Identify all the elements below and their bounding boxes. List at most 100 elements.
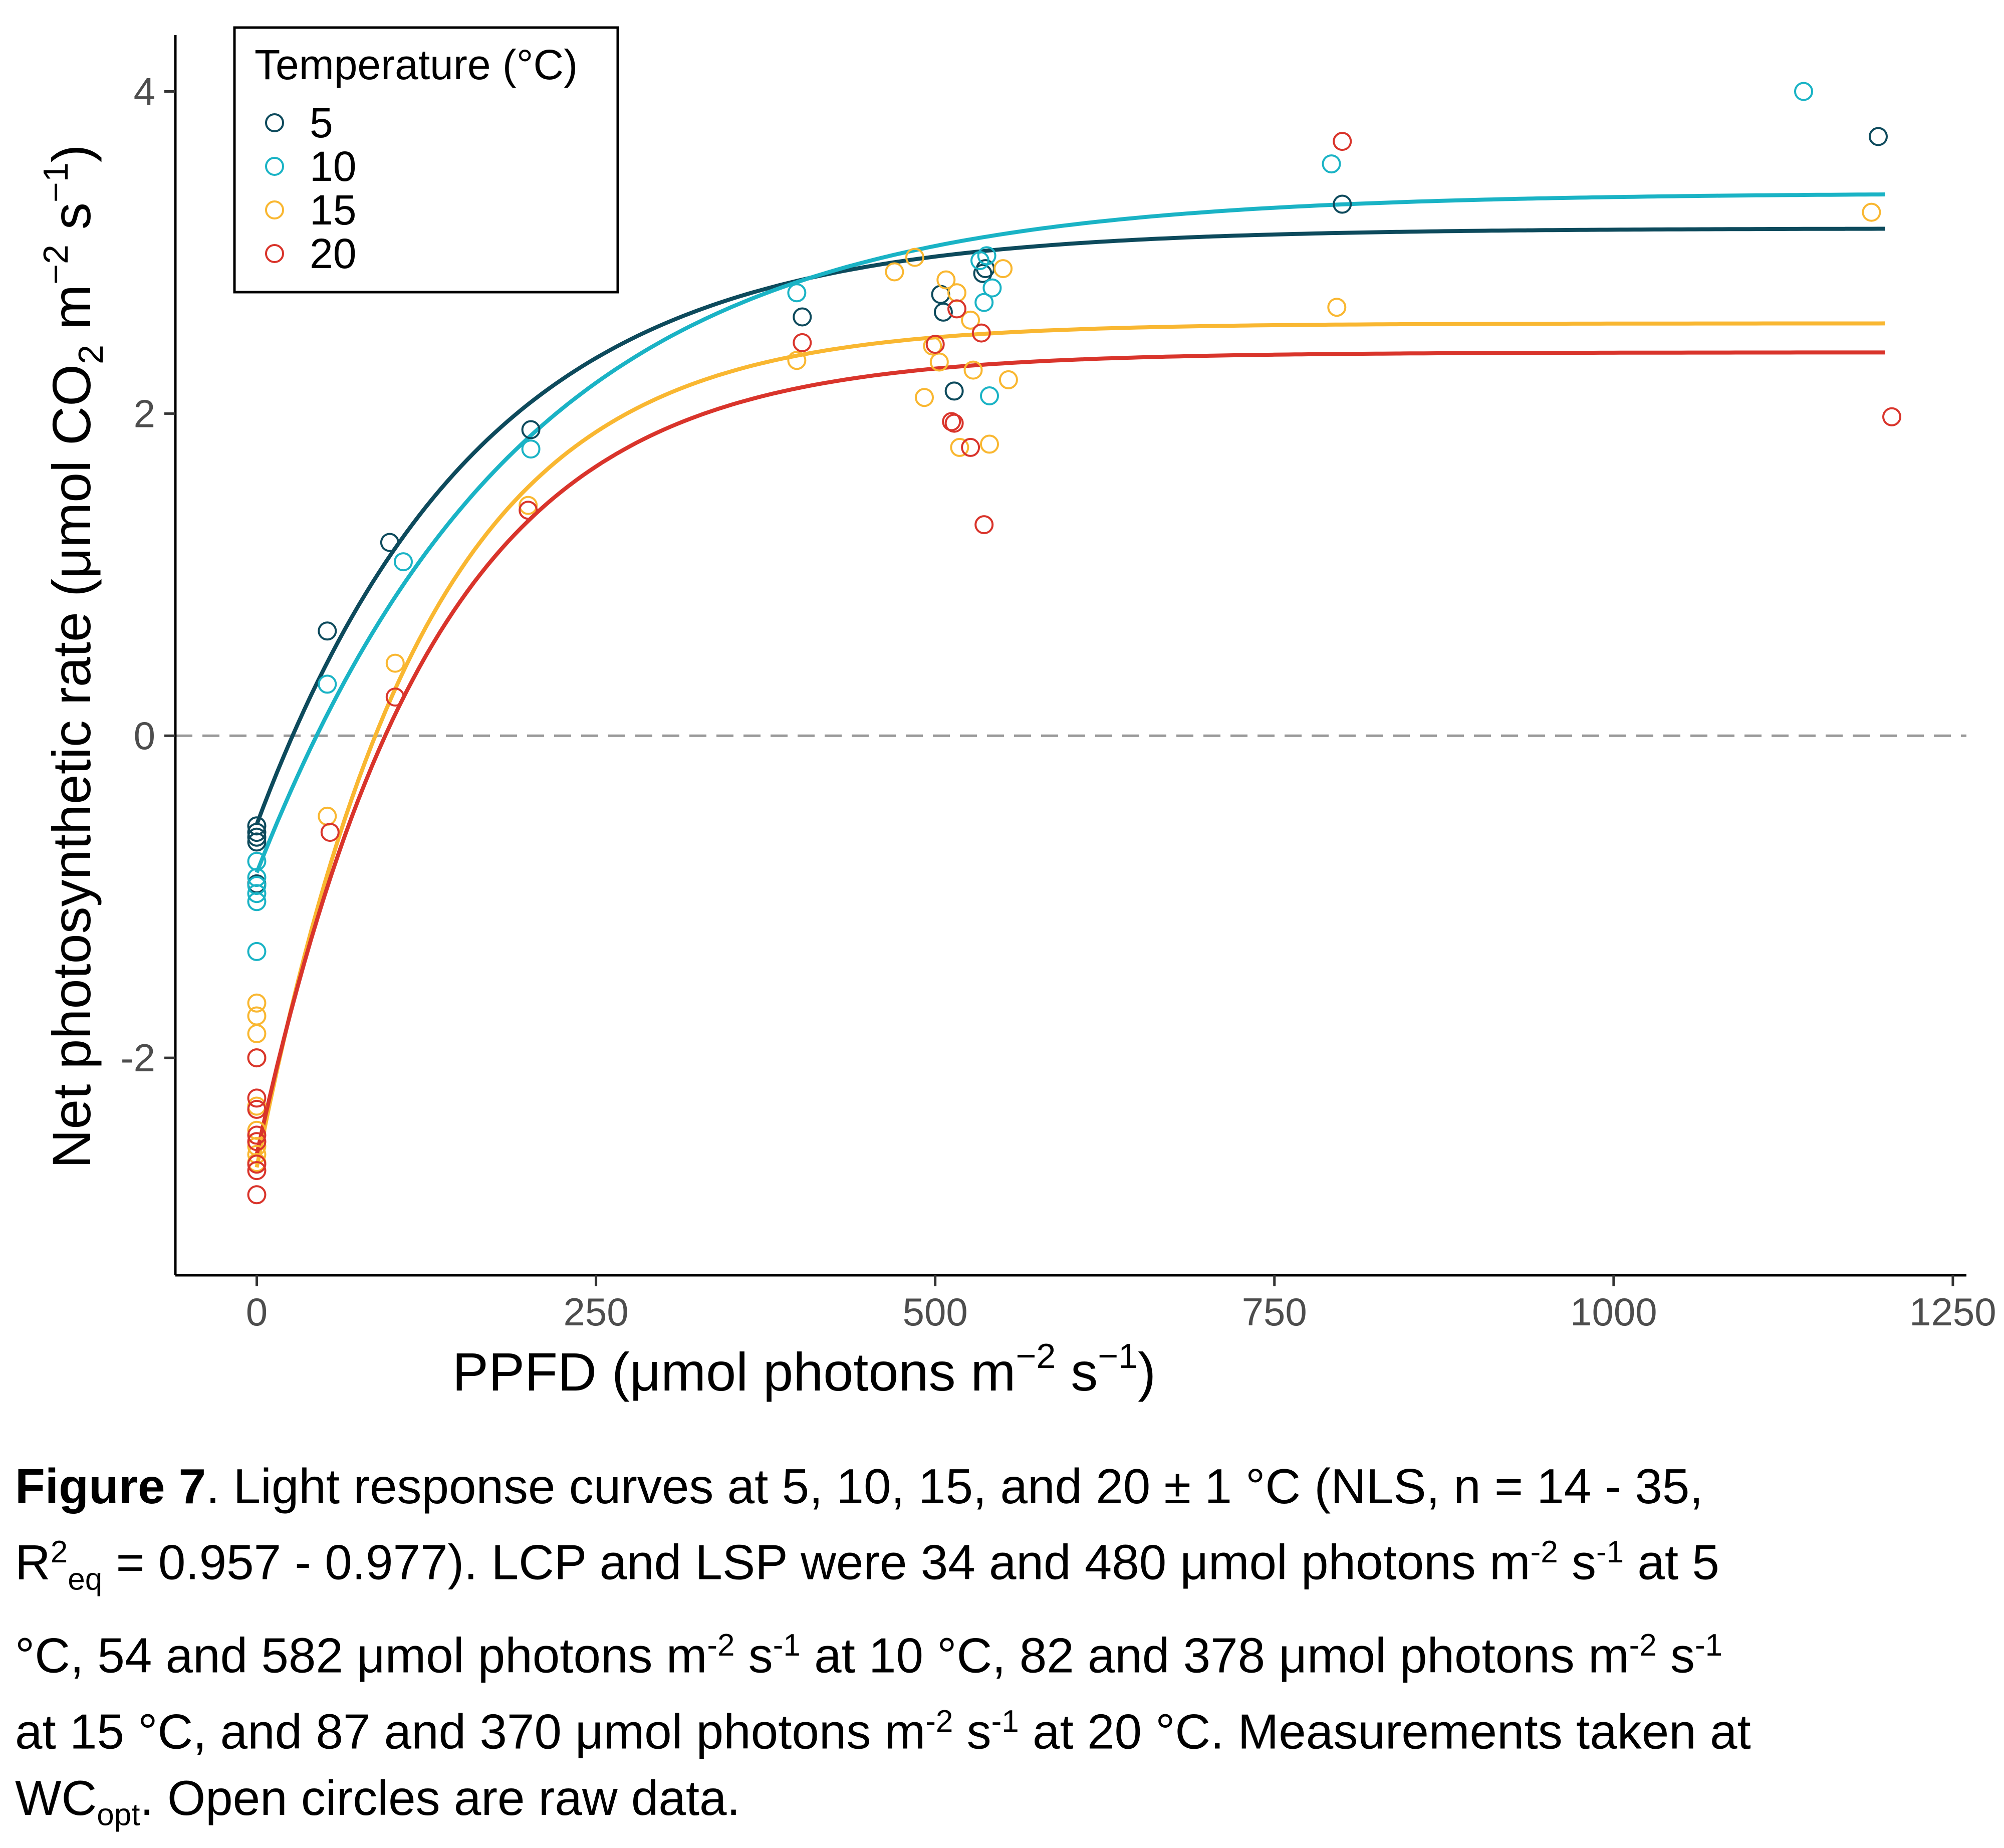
caption-line-2: R2eq = 0.957 - 0.977). LCP and LSP were … <box>15 1534 1719 1597</box>
fit-curves <box>255 192 1885 1168</box>
data-point-15 <box>1327 298 1347 317</box>
data-point-20 <box>247 1099 267 1119</box>
data-point-15 <box>980 434 999 454</box>
fit-curve-15 <box>255 321 1885 1168</box>
data-point-15 <box>950 437 969 457</box>
data-point-5 <box>944 381 964 401</box>
y-axis-title: Net photosynthetic rate (μmol CO2 m−2 s−… <box>36 144 110 1168</box>
data-point-20 <box>925 335 945 354</box>
x-axis-title: PPFD (μmol photons m−2 s−1) <box>452 1336 1156 1402</box>
fit-curve-5 <box>255 226 1885 825</box>
x-tick-label: 1250 <box>1909 1290 1996 1334</box>
data-point-5 <box>247 832 267 852</box>
data-point-20 <box>944 413 964 433</box>
y-tick-label: 2 <box>134 391 155 435</box>
data-point-10 <box>247 884 267 903</box>
data-point-20 <box>947 299 966 319</box>
data-point-15 <box>947 283 966 303</box>
legend-box <box>233 26 619 294</box>
x-tick-label: 750 <box>1242 1290 1307 1334</box>
data-point-10 <box>394 552 413 572</box>
caption-line-1: Figure 7. Light response curves at 5, 10… <box>15 1459 1703 1514</box>
data-point-5 <box>247 823 267 842</box>
raw-data-points <box>247 82 1901 1205</box>
data-point-10 <box>977 246 996 266</box>
data-point-15 <box>998 370 1018 389</box>
legend-marker-20 <box>265 244 284 263</box>
data-point-10 <box>318 674 337 694</box>
data-point-15 <box>247 1006 267 1026</box>
data-point-5 <box>380 533 399 552</box>
data-point-20 <box>793 333 812 352</box>
data-point-20 <box>971 323 991 343</box>
x-tick-label: 500 <box>903 1290 968 1334</box>
data-point-20 <box>519 501 538 520</box>
data-point-10 <box>974 293 994 312</box>
legend-label-20: 20 <box>310 230 356 277</box>
legend-title: Temperature (°C) <box>255 41 578 88</box>
data-point-20 <box>942 412 961 431</box>
data-point-5 <box>1869 127 1888 146</box>
fit-curve-20 <box>255 350 1885 1155</box>
data-point-5 <box>1333 194 1352 214</box>
x-tick-label: 250 <box>564 1290 629 1334</box>
axes <box>174 35 1966 1277</box>
data-point-10 <box>787 283 807 303</box>
data-point-20 <box>1333 132 1352 151</box>
figure-caption: Figure 7. Light response curves at 5, 10… <box>15 1453 1989 1848</box>
legend-label-5: 5 <box>310 99 333 146</box>
data-point-10 <box>980 386 999 405</box>
data-point-15 <box>923 336 942 356</box>
caption-line-5: WCopt. Open circles are raw data. <box>15 1770 740 1832</box>
data-point-5 <box>318 621 337 641</box>
data-point-20 <box>247 1132 267 1151</box>
legend-marker-5 <box>265 113 284 132</box>
data-point-20 <box>247 1048 267 1068</box>
y-tick-label: 4 <box>134 70 155 114</box>
data-point-20 <box>247 1154 267 1174</box>
x-tick-label: 1000 <box>1570 1290 1657 1334</box>
data-point-10 <box>1794 82 1813 101</box>
data-point-20 <box>247 1088 267 1108</box>
data-point-15 <box>929 352 949 372</box>
data-point-20 <box>247 1161 267 1181</box>
data-point-15 <box>915 388 934 407</box>
data-point-15 <box>936 270 956 290</box>
legend-marker-15 <box>265 200 284 219</box>
data-point-20 <box>247 1125 267 1145</box>
data-point-10 <box>1322 154 1341 174</box>
data-point-15 <box>963 360 983 380</box>
data-point-10 <box>521 439 541 459</box>
data-point-15 <box>787 351 807 370</box>
data-point-15 <box>961 310 980 330</box>
data-point-5 <box>521 420 541 439</box>
legend-label-15: 15 <box>310 186 356 234</box>
data-point-15 <box>247 1024 267 1043</box>
data-point-20 <box>320 823 340 842</box>
data-point-15 <box>885 262 904 282</box>
data-point-10 <box>247 892 267 911</box>
data-point-20 <box>961 437 980 457</box>
fit-curve-10 <box>255 192 1885 873</box>
data-point-10 <box>247 942 267 961</box>
data-point-15 <box>519 496 538 515</box>
data-point-15 <box>247 993 267 1013</box>
caption-line-3: °C, 54 and 582 μmol photons m-2 s-1 at 1… <box>15 1628 1723 1683</box>
data-point-20 <box>385 687 405 707</box>
data-point-15 <box>993 259 1013 279</box>
caption-line-4: at 15 °C, and 87 and 370 μmol photons m-… <box>15 1704 1751 1759</box>
data-point-15 <box>318 806 337 826</box>
data-point-20 <box>974 515 994 535</box>
data-point-20 <box>1882 407 1901 426</box>
legend-marker-10 <box>265 157 284 176</box>
y-tick-label: 0 <box>134 714 155 758</box>
data-point-5 <box>933 302 953 322</box>
data-point-15 <box>905 248 924 267</box>
data-point-15 <box>385 653 405 673</box>
legend-label-10: 10 <box>310 143 356 190</box>
data-point-5 <box>793 307 812 327</box>
data-point-5 <box>247 827 267 847</box>
data-point-20 <box>247 1185 267 1205</box>
data-point-10 <box>982 278 1002 298</box>
